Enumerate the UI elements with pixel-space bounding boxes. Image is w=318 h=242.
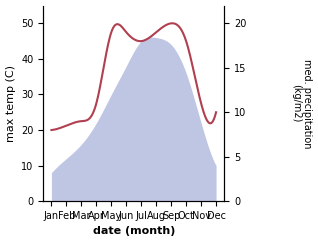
X-axis label: date (month): date (month) — [93, 227, 175, 236]
Y-axis label: med. precipitation
(kg/m2): med. precipitation (kg/m2) — [291, 59, 313, 148]
Y-axis label: max temp (C): max temp (C) — [5, 65, 16, 142]
